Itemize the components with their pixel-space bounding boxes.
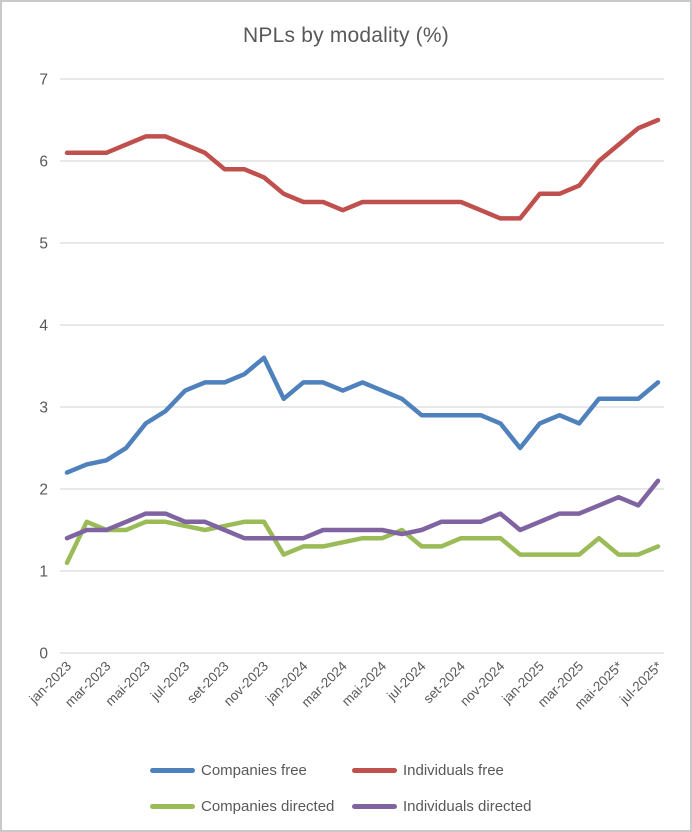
y-axis-label-6: 6: [39, 154, 48, 171]
y-axis-label-7: 7: [39, 72, 48, 89]
chart-title: NPLs by modality (%): [243, 24, 449, 47]
y-axis-label-0: 0: [39, 646, 48, 663]
y-axis-label-1: 1: [39, 564, 48, 581]
y-axis-label-5: 5: [39, 236, 48, 253]
legend-item-companies-free[interactable]: Companies free: [150, 760, 307, 780]
legend-swatch-companies-free: [150, 767, 195, 773]
legend-label: Individuals free: [403, 761, 504, 779]
legend-swatch-individuals-free: [352, 767, 397, 773]
series-line-companies-directed: [64, 519, 661, 566]
legend-item-individuals-directed[interactable]: Individuals directed: [352, 796, 531, 816]
legend-swatch-individuals-directed: [352, 803, 397, 809]
y-axis-label-2: 2: [39, 482, 48, 499]
legend-label: Companies directed: [201, 797, 335, 815]
legend-label: Individuals directed: [403, 797, 532, 815]
series-line-individuals-free: [64, 117, 661, 221]
series-line-individuals-directed: [64, 478, 661, 541]
y-axis-label-4: 4: [39, 318, 48, 335]
legend-item-companies-directed[interactable]: Companies directed: [150, 796, 334, 816]
x-axis-label-jul-2025: jul-2025*: [616, 658, 666, 708]
series-line-companies-free: [64, 355, 661, 475]
legend-swatch-companies-directed: [150, 803, 195, 809]
y-axis-label-3: 3: [39, 400, 48, 417]
legend-label: Companies free: [201, 761, 307, 779]
legend-item-individuals-free[interactable]: Individuals free: [352, 760, 504, 780]
